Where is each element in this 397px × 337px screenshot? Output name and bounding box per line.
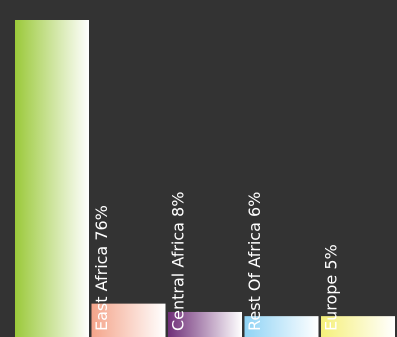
bar-europe xyxy=(244,316,319,337)
bar-central-africa xyxy=(91,303,166,337)
bar-rest-of-the-world xyxy=(321,316,395,337)
bar-east-africa xyxy=(15,20,89,337)
bar-label-central-africa: Central Africa 8% xyxy=(169,192,188,331)
bar-rest-of-africa xyxy=(168,311,242,337)
bars-group xyxy=(15,20,395,337)
bar-label-europe: Europe 5% xyxy=(322,244,341,331)
bar-label-rest-of-africa: Rest Of Africa 6% xyxy=(245,192,264,331)
bar-label-east-africa: East Africa 76% xyxy=(92,205,111,331)
labels-group: East Africa 76% Central Africa 8% Rest Of … xyxy=(92,192,341,331)
